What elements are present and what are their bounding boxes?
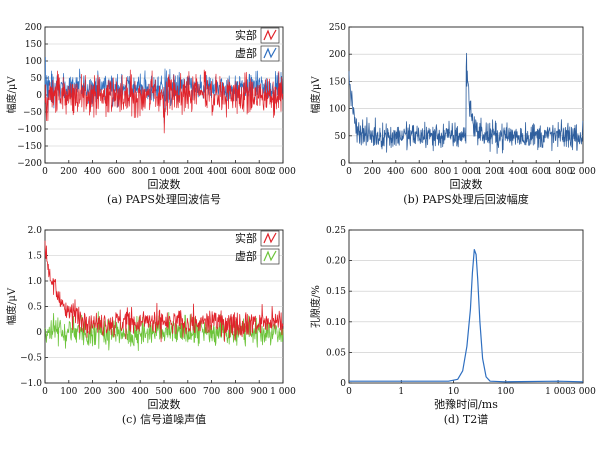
y-tick-label: 200	[329, 50, 346, 60]
legend-swatch-line	[263, 232, 277, 244]
x-tick-label: 400	[132, 387, 149, 397]
y-tick-label: 0	[36, 328, 42, 338]
x-tick-label: 600	[411, 167, 428, 177]
x-axis-label: 弛豫时间/ms	[434, 397, 498, 411]
x-tick-label: 800	[434, 167, 451, 177]
y-axis-label: 幅度/μV	[309, 76, 322, 114]
x-tick-label: 0	[42, 387, 48, 397]
y-tick-label: −50	[23, 108, 42, 118]
x-tick-label: 1 600	[523, 167, 549, 177]
x-tick-label: 1 000	[270, 387, 296, 397]
x-tick-label: 400	[387, 167, 404, 177]
x-axis-label: 回波数	[148, 178, 181, 191]
legend-label: 实部	[235, 231, 257, 245]
y-tick-label: 0.20	[326, 257, 346, 267]
x-tick-label: 600	[108, 167, 125, 177]
x-tick-label: 10	[448, 387, 460, 397]
x-tick-label: 500	[155, 387, 172, 397]
x-tick-label: 0	[42, 167, 48, 177]
y-tick-label: 1.0	[28, 277, 43, 287]
series-amplitude-line	[348, 52, 584, 154]
x-tick-label: 100	[497, 387, 514, 397]
x-tick-label: 400	[84, 167, 101, 177]
panel-caption: (b) PAPS处理后回波幅度	[403, 192, 528, 206]
x-axis-label: 回波数	[148, 398, 181, 411]
y-tick-label: 0	[36, 91, 42, 101]
x-tick-label: 700	[203, 387, 220, 397]
plot-frame	[348, 229, 584, 384]
legend-label: 实部	[235, 28, 257, 42]
y-tick-label: −1.0	[20, 379, 42, 389]
legend-swatch-line	[263, 29, 277, 41]
y-tick-label: 150	[329, 77, 346, 87]
legend-label: 虚部	[235, 249, 257, 263]
legend-swatch-line	[263, 47, 277, 59]
y-tick-label: −100	[17, 125, 42, 135]
x-tick-label: 800	[227, 387, 244, 397]
y-tick-label: 50	[335, 132, 347, 142]
x-tick-label: 200	[84, 387, 101, 397]
y-tick-label: 200	[25, 23, 42, 33]
y-tick-label: 0.5	[28, 303, 43, 313]
x-tick-label: 2 000	[570, 167, 596, 177]
x-tick-label: 1	[398, 387, 404, 397]
y-tick-label: 100	[25, 57, 42, 67]
x-tick-label: 900	[251, 387, 268, 397]
x-tick-label: 2 000	[270, 167, 296, 177]
x-tick-label: 1 200	[477, 167, 503, 177]
x-tick-label: 3 000	[570, 387, 596, 397]
series-real-line	[44, 69, 284, 134]
x-tick-label: 1 000	[545, 387, 571, 397]
legend-swatch-line	[263, 250, 277, 262]
y-axis-label: 孔隙度/%	[309, 285, 322, 328]
y-tick-label: 0.15	[326, 287, 346, 297]
panel-caption: (c) 信号道噪声值	[122, 412, 206, 426]
legend-label: 虚部	[235, 46, 257, 60]
x-tick-label: 200	[60, 167, 77, 177]
x-tick-label: 100	[60, 387, 77, 397]
x-axis-label: 回波数	[450, 178, 483, 191]
x-tick-label: 1 400	[500, 167, 526, 177]
x-tick-label: 1 800	[547, 167, 573, 177]
x-tick-label: 300	[108, 387, 125, 397]
y-tick-label: 1.5	[28, 252, 43, 262]
y-tick-label: 2.0	[28, 226, 43, 236]
series-imag-line	[44, 311, 284, 352]
y-tick-label: −150	[17, 142, 42, 152]
panel-caption: (d) T2谱	[444, 412, 488, 426]
panel-caption: (a) PAPS处理回波信号	[107, 193, 221, 206]
x-tick-label: 800	[132, 167, 149, 177]
y-tick-label: 0.05	[326, 348, 346, 358]
y-tick-label: 150	[25, 40, 42, 50]
x-tick-label: 1 000	[151, 167, 177, 177]
x-tick-label: 1 600	[223, 167, 249, 177]
y-tick-label: 0	[340, 379, 346, 389]
y-tick-label: 0	[340, 159, 346, 169]
y-tick-label: 250	[329, 23, 346, 33]
x-tick-label: 0	[346, 387, 352, 397]
y-tick-label: 100	[329, 105, 346, 115]
x-tick-label: 200	[364, 167, 381, 177]
x-tick-label: 1 400	[199, 167, 225, 177]
y-tick-label: −200	[17, 159, 42, 169]
series-t2-spectrum-line	[349, 249, 584, 383]
x-tick-label: 1 000	[453, 167, 479, 177]
y-tick-label: 0.10	[326, 318, 346, 328]
series-real-line	[44, 240, 284, 343]
y-axis-label: 幅度/μV	[5, 76, 18, 114]
x-tick-label: 0	[346, 167, 352, 177]
x-tick-label: 1 200	[175, 167, 201, 177]
y-tick-label: 50	[31, 74, 43, 84]
y-tick-label: −0.5	[20, 354, 42, 364]
y-axis-label: 幅度/μV	[5, 287, 18, 325]
x-tick-label: 600	[179, 387, 196, 397]
y-tick-label: 0.25	[326, 226, 346, 236]
x-tick-label: 1 800	[246, 167, 272, 177]
